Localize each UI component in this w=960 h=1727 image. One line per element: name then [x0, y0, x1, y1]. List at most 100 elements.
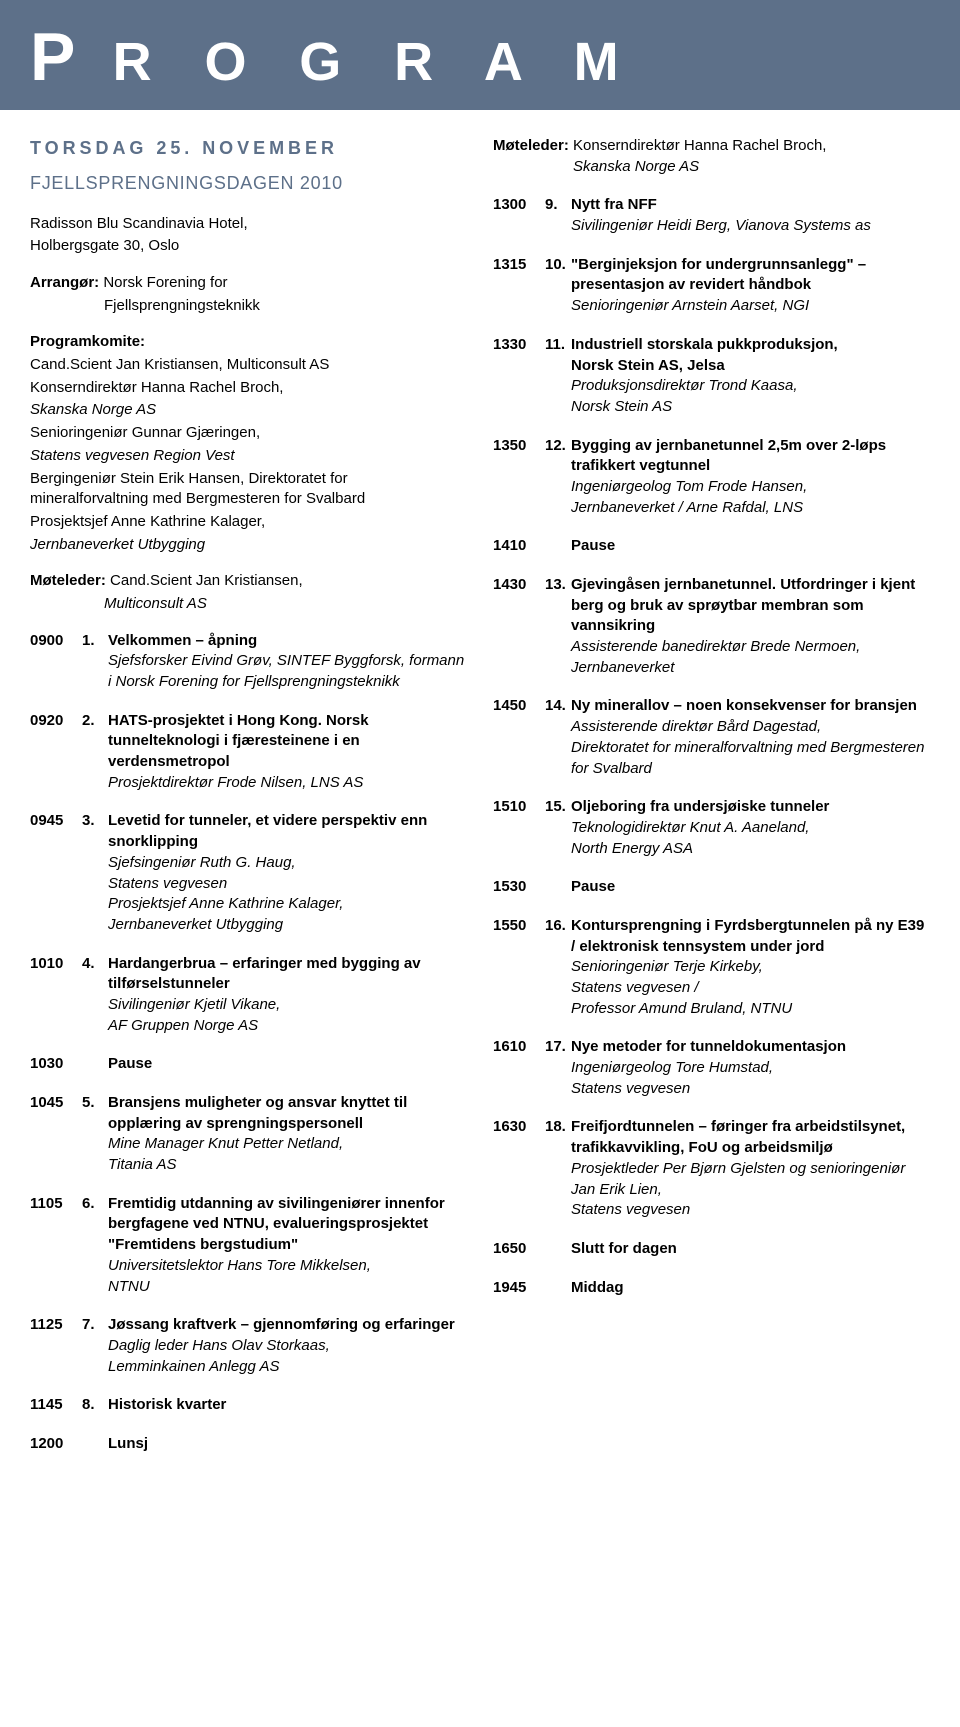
schedule-row: 1200Lunsj	[30, 1434, 467, 1455]
schedule-time: 1430	[493, 575, 545, 596]
schedule-time: 1410	[493, 536, 545, 557]
venue-line: Holbergsgate 30, Oslo	[30, 236, 467, 257]
schedule-time: 1045	[30, 1093, 82, 1114]
schedule-row: 10455.Bransjens muligheter og ansvar kny…	[30, 1093, 467, 1176]
schedule-row: 11056.Fremtidig utdanning av sivilingeni…	[30, 1194, 467, 1297]
schedule-row: 1030 Pause	[30, 1054, 467, 1075]
schedule-body: Industriell storskala pukkproduksjon, No…	[571, 335, 930, 418]
schedule-body: Nytt fra NFFSivilingeniør Heidi Berg, Vi…	[571, 195, 930, 236]
committee-line: Bergingeniør Stein Erik Hansen, Direktor…	[30, 469, 467, 510]
schedule-number: 10.	[545, 255, 571, 276]
schedule-speaker: Senioringeniør Terje Kirkeby, Statens ve…	[571, 957, 930, 1019]
schedule-number: 1.	[82, 631, 108, 652]
schedule-time: 1010	[30, 954, 82, 975]
schedule-title: Kontursprengning i Fyrdsbergtunnelen på …	[571, 916, 930, 957]
schedule-number: 5.	[82, 1093, 108, 1114]
arrangor-block: Arrangør: Norsk Forening for Fjellspreng…	[30, 273, 467, 316]
schedule-number: 6.	[82, 1194, 108, 1215]
schedule-time: 1450	[493, 696, 545, 717]
schedule-number: 14.	[545, 696, 571, 717]
schedule-row: 09001.Velkommen – åpningSjefsforsker Eiv…	[30, 631, 467, 693]
schedule-time: 0945	[30, 811, 82, 832]
schedule-speaker: Prosjektdirektør Frode Nilsen, LNS AS	[108, 773, 467, 794]
schedule-row: 131510."Berginjeksjon for undergrunnsanl…	[493, 255, 930, 317]
schedule-row: 10104.Hardangerbrua – erfaringer med byg…	[30, 954, 467, 1037]
moderator-value: Multiconsult AS	[30, 594, 467, 615]
schedule-number: 7.	[82, 1315, 108, 1336]
schedule-body: Velkommen – åpningSjefsforsker Eivind Gr…	[108, 631, 467, 693]
schedule-time: 1315	[493, 255, 545, 276]
committee-label: Programkomite:	[30, 332, 467, 353]
schedule-body: Freifjordtunnelen – føringer fra arbeids…	[571, 1117, 930, 1220]
moderator-value: Cand.Scient Jan Kristiansen,	[110, 572, 303, 589]
schedule-body: Lunsj	[108, 1434, 467, 1455]
schedule-time: 1030	[30, 1054, 82, 1075]
schedule-number: 15.	[545, 797, 571, 818]
schedule-row: 09202.HATS-prosjektet i Hong Kong. Norsk…	[30, 711, 467, 794]
schedule-body: Kontursprengning i Fyrdsbergtunnelen på …	[571, 916, 930, 1019]
schedule-body: Pause	[571, 877, 930, 898]
schedule-body: Jøssang kraftverk – gjennomføring og erf…	[108, 1315, 467, 1377]
schedule-row: 13009.Nytt fra NFFSivilingeniør Heidi Be…	[493, 195, 930, 236]
schedule-title: Bransjens muligheter og ansvar knyttet t…	[108, 1093, 467, 1134]
schedule-title: Levetid for tunneler, et videre perspekt…	[108, 811, 467, 852]
schedule-number: 2.	[82, 711, 108, 732]
schedule-row: 11257.Jøssang kraftverk – gjennomføring …	[30, 1315, 467, 1377]
schedule-title: Oljeboring fra undersjøiske tunneler	[571, 797, 930, 818]
schedule-body: Slutt for dagen	[571, 1239, 930, 1260]
schedule-row: 1650Slutt for dagen	[493, 1239, 930, 1260]
arrangor-label: Arrangør:	[30, 274, 99, 291]
schedule-body: Levetid for tunneler, et videre perspekt…	[108, 811, 467, 935]
schedule-title: Gjevingåsen jernbanetunnel. Utfordringer…	[571, 575, 930, 637]
schedule-time: 1945	[493, 1278, 545, 1299]
schedule-number: 13.	[545, 575, 571, 596]
schedule-speaker: Mine Manager Knut Petter Netland, Titani…	[108, 1134, 467, 1175]
schedule-title: Industriell storskala pukkproduksjon, No…	[571, 335, 930, 376]
committee-line: Konserndirektør Hanna Rachel Broch,	[30, 378, 467, 399]
schedule-number: 12.	[545, 436, 571, 457]
committee-line: Prosjektsjef Anne Kathrine Kalager,	[30, 512, 467, 533]
schedule-row: 133011.Industriell storskala pukkproduks…	[493, 335, 930, 418]
moderator-block: Møteleder: Cand.Scient Jan Kristiansen, …	[30, 571, 467, 614]
schedule-row: 145014.Ny minerallov – noen konsekvenser…	[493, 696, 930, 779]
schedule-row: 1945 Middag	[493, 1278, 930, 1299]
schedule-title: Nye metoder for tunneldokumentasjon	[571, 1037, 930, 1058]
moderator-value: Konserndirektør Hanna Rachel Broch,	[573, 137, 826, 154]
schedule-time: 1145	[30, 1395, 82, 1416]
schedule-number: 4.	[82, 954, 108, 975]
schedule-body: "Berginjeksjon for undergrunnsanlegg" – …	[571, 255, 930, 317]
committee-line: Statens vegvesen Region Vest	[30, 446, 467, 467]
schedule-speaker: Universitetslektor Hans Tore Mikkelsen, …	[108, 1256, 467, 1297]
schedule-body: Middag	[571, 1278, 930, 1299]
schedule-time: 0920	[30, 711, 82, 732]
schedule-row: 151015.Oljeboring fra undersjøiske tunne…	[493, 797, 930, 859]
schedule-speaker: Assisterende banedirektør Brede Nermoen,…	[571, 637, 930, 678]
moderator-label: Møteleder:	[30, 572, 106, 589]
schedule-row: 1410Pause	[493, 536, 930, 557]
schedule-title: Jøssang kraftverk – gjennomføring og erf…	[108, 1315, 467, 1336]
schedule-row: 155016.Kontursprengning i Fyrdsbergtunne…	[493, 916, 930, 1019]
schedule-row: 143013.Gjevingåsen jernbanetunnel. Utfor…	[493, 575, 930, 678]
schedule-speaker: Ingeniørgeolog Tore Humstad, Statens veg…	[571, 1058, 930, 1099]
committee-line: Skanska Norge AS	[30, 400, 467, 421]
schedule-speaker: Assisterende direktør Bård Dagestad, Dir…	[571, 717, 930, 779]
schedule-body: Fremtidig utdanning av sivilingeniører i…	[108, 1194, 467, 1297]
schedule-time: 1105	[30, 1194, 82, 1215]
schedule-row: 1530Pause	[493, 877, 930, 898]
moderator-value: Skanska Norge AS	[493, 158, 699, 175]
committee-line: Cand.Scient Jan Kristiansen, Multiconsul…	[30, 355, 467, 376]
schedule-title: Hardangerbrua – erfaringer med bygging a…	[108, 954, 467, 995]
content-columns: TORSDAG 25. NOVEMBER FJELLSPRENGNINGSDAG…	[0, 110, 960, 1513]
schedule-speaker: Sivilingeniør Heidi Berg, Vianova System…	[571, 216, 930, 237]
schedule-body: Ny minerallov – noen konsekvenser for br…	[571, 696, 930, 779]
schedule-speaker: Ingeniørgeolog Tom Frode Hansen, Jernban…	[571, 477, 930, 518]
committee-line: Jernbaneverket Utbygging	[30, 535, 467, 556]
schedule-time: 1550	[493, 916, 545, 937]
left-column: TORSDAG 25. NOVEMBER FJELLSPRENGNINGSDAG…	[30, 136, 467, 1473]
schedule-body: Pause	[108, 1054, 467, 1075]
schedule-number: 11.	[545, 335, 571, 356]
schedule-number: 9.	[545, 195, 571, 216]
page-header: P R O G R A M	[0, 0, 960, 110]
schedule-body: Hardangerbrua – erfaringer med bygging a…	[108, 954, 467, 1037]
event-subtitle: FJELLSPRENGNINGSDAGEN 2010	[30, 171, 467, 196]
